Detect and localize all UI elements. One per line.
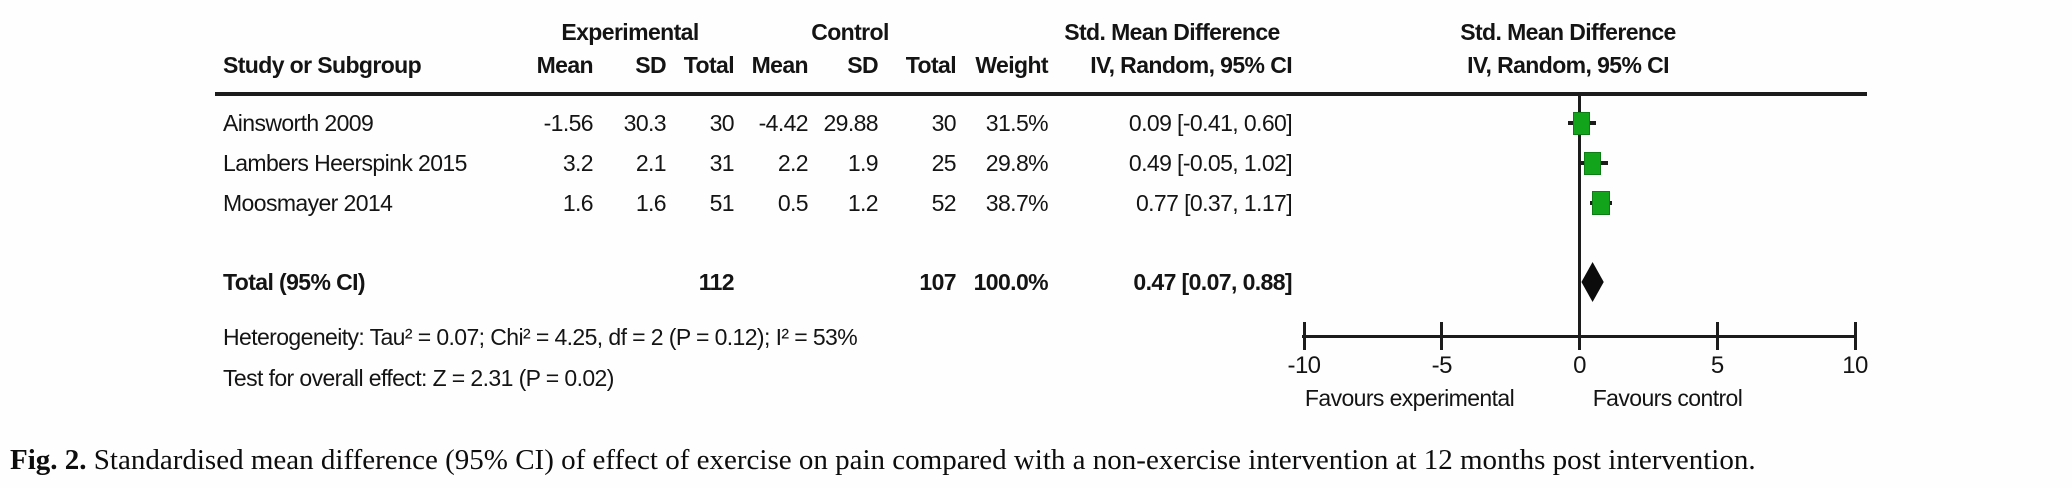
ctl-total: 25 [931,150,957,176]
heterogeneity-text: Heterogeneity: Tau² = 0.07; Chi² = 4.25,… [223,324,858,350]
ctl-mean: -4.42 [758,110,809,136]
exp-sd: 30.3 [623,110,667,136]
col-exp-total: Total [683,52,735,78]
col-exp-sd: SD [635,52,666,78]
study-label: Ainsworth 2009 [223,110,374,136]
col-ctl-sd: SD [847,52,878,78]
exp-mean: 1.6 [562,190,594,216]
exp-total: 51 [709,190,735,216]
study-label: Lambers Heerspink 2015 [223,150,467,176]
ctl-sd: 1.2 [847,190,879,216]
exp-sd: 1.6 [635,190,667,216]
header-experimental: Experimental [561,19,699,45]
header-rule [215,92,1867,96]
x-axis-tick [1715,322,1719,350]
study-marker [1584,151,1602,175]
header-control: Control [811,19,889,45]
total-weight: 100.0% [973,269,1049,295]
col-study: Study or Subgroup [223,52,422,78]
ctl-sd: 29.88 [823,110,878,136]
table-row: Moosmayer 2014 1.6 1.6 51 0.5 1.2 52 38.… [0,188,2072,218]
col-ctl-mean: Mean [751,52,809,78]
col-ci-right: IV, Random, 95% CI [1467,52,1669,78]
figure-caption-label: Fig. 2. [10,444,87,476]
col-ci-left: IV, Random, 95% CI [1090,52,1292,78]
col-ctl-total: Total [905,52,957,78]
weight: 31.5% [985,110,1049,136]
header-smd-right: Std. Mean Difference [1460,19,1676,45]
exp-mean: -1.56 [543,110,594,136]
ci-text: 0.77 [0.37, 1.17] [1135,190,1293,216]
total-ctl-total: 107 [919,269,956,295]
figure-caption-text: Standardised mean difference (95% CI) of… [93,444,1756,476]
x-tick-label: 5 [1710,352,1724,379]
weight: 38.7% [985,190,1049,216]
x-tick-label: -5 [1431,352,1453,379]
total-row: Total (95% CI) 112 107 100.0% 0.47 [0.07… [0,267,2072,297]
x-axis-tick [1853,322,1857,350]
total-diamond [1581,262,1604,302]
total-ci-text: 0.47 [0.07, 0.88] [1133,269,1292,295]
ci-text: 0.49 [-0.05, 1.02] [1128,150,1293,176]
table-row: Lambers Heerspink 2015 3.2 2.1 31 2.2 1.… [0,148,2072,178]
exp-total: 31 [709,150,735,176]
exp-mean: 3.2 [562,150,594,176]
study-marker [1573,111,1591,135]
overall-effect-text: Test for overall effect: Z = 2.31 (P = 0… [223,365,614,391]
x-axis-tick [1302,322,1306,350]
ctl-mean: 2.2 [777,150,809,176]
total-exp-total: 112 [698,269,735,295]
x-tick-label: 0 [1573,352,1586,379]
ctl-mean: 0.5 [777,190,809,216]
table-row: Ainsworth 2009 -1.56 30.3 30 -4.42 29.88… [0,108,2072,138]
zero-line [1578,96,1581,339]
ctl-total: 30 [931,110,957,136]
header-smd-left: Std. Mean Difference [1064,19,1280,45]
x-axis-tick [1578,322,1581,350]
ctl-total: 52 [931,190,957,216]
exp-total: 30 [709,110,735,136]
x-axis-tick [1440,322,1444,350]
col-exp-mean: Mean [536,52,594,78]
ctl-sd: 1.9 [847,150,879,176]
exp-sd: 2.1 [635,150,667,176]
x-tick-label: 10 [1842,352,1868,379]
x-tick-label: -10 [1287,352,1321,379]
study-marker [1591,191,1610,215]
ci-text: 0.09 [-0.41, 0.60] [1128,110,1293,136]
group-header-row: Experimental Control Std. Mean Differenc… [0,17,2072,47]
column-header-row: Study or Subgroup Mean SD Total Mean SD … [0,50,2072,80]
figure-caption: Fig. 2. Standardised mean difference (95… [10,443,2066,478]
col-weight: Weight [975,52,1048,78]
favours-control-label: Favours control [1592,385,1743,411]
favours-experimental-label: Favours experimental [1304,385,1515,411]
study-label: Moosmayer 2014 [223,190,393,216]
total-label: Total (95% CI) [223,269,366,295]
weight: 29.8% [985,150,1049,176]
